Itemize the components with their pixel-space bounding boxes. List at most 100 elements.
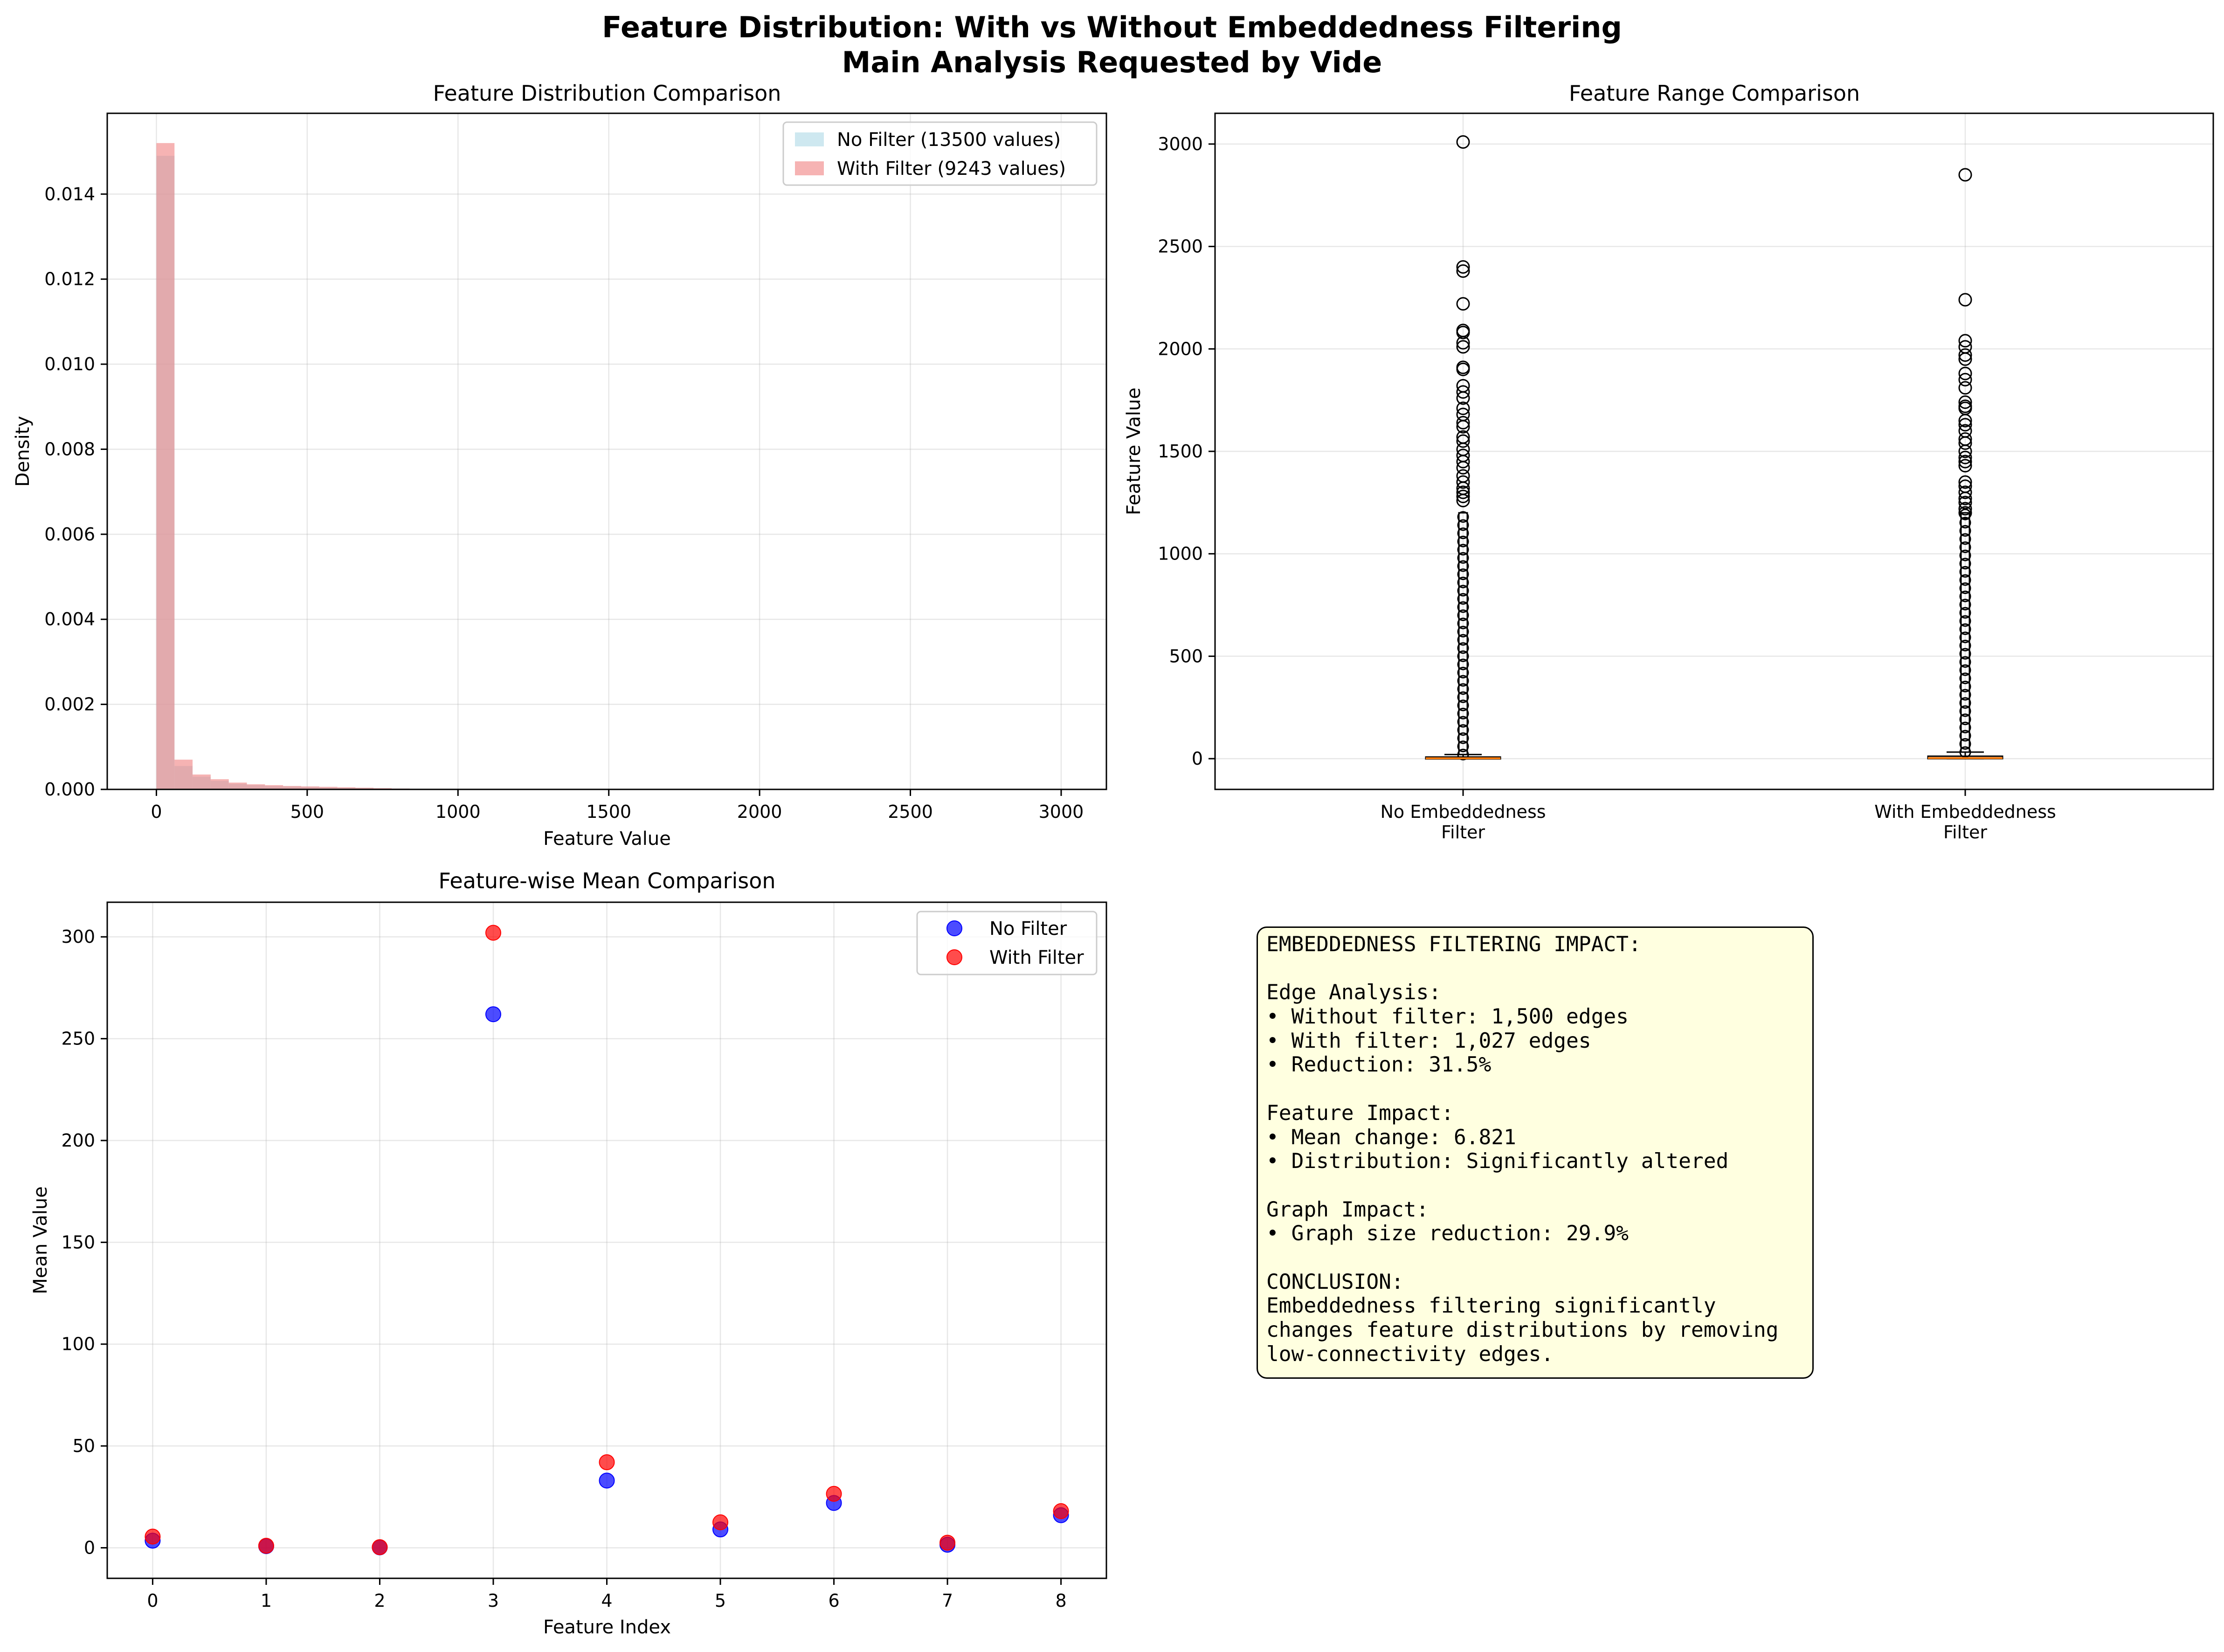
histogram-ylabel: Density xyxy=(12,416,34,487)
boxplot-outlier xyxy=(1959,599,1971,611)
boxplot-outlier xyxy=(1457,699,1469,712)
boxplot-outlier xyxy=(1457,691,1469,703)
scatter-point-with-filter xyxy=(145,1528,161,1545)
scatter-xtick-label: 7 xyxy=(942,1590,953,1611)
boxplot-outlier xyxy=(1456,297,1470,311)
boxplot-outlier xyxy=(1959,607,1971,619)
histogram-bar-with-filter xyxy=(283,786,301,789)
scatter-title: Feature-wise Mean Comparison xyxy=(438,868,775,893)
figure-suptitle-line1: Feature Distribution: With vs Without Em… xyxy=(602,10,1622,44)
boxplot-outlier xyxy=(1457,650,1469,662)
boxplot-outlier xyxy=(1456,461,1470,475)
boxplot-outlier xyxy=(1456,434,1470,448)
legend-label-with-filter: With Filter (9243 values) xyxy=(837,158,1066,180)
boxplot-outlier xyxy=(1959,730,1971,742)
scatter-point-with-filter xyxy=(1053,1503,1069,1519)
boxplot-outlier xyxy=(1959,672,1971,684)
histogram-frame xyxy=(106,112,1107,790)
scatter-xtick-label: 3 xyxy=(488,1590,499,1611)
boxplot-xtick-label: With Embeddedness xyxy=(1874,802,2056,822)
boxplot-outlier xyxy=(1457,732,1469,744)
summary-line: CONCLUSION: xyxy=(1266,1270,1404,1294)
histogram-ytick-label: 0.012 xyxy=(44,269,95,290)
summary-line xyxy=(1266,957,1804,981)
boxplot-outlier xyxy=(1958,455,1972,469)
boxplot-outlier xyxy=(1457,724,1469,736)
histogram-xlabel: Feature Value xyxy=(543,828,671,850)
legend-label-with-filter: With Filter xyxy=(989,947,1084,968)
legend-marker-with-filter xyxy=(946,949,962,965)
histogram-bars xyxy=(156,143,537,790)
boxplot-outlier xyxy=(1457,675,1469,687)
histogram-bar-with-filter xyxy=(247,784,265,789)
histogram-ytick-label: 0.014 xyxy=(44,184,95,204)
scatter-point-with-filter xyxy=(599,1454,615,1471)
scatter-ticks: 0 1 2 3 4 5 6 7 8 0 50 100 150 200 250 300 xyxy=(61,926,1066,1611)
scatter-ytick-label: 250 xyxy=(61,1029,95,1049)
boxplot-ytick-label: 0 xyxy=(1192,748,1203,769)
boxplot-ytick-label: 500 xyxy=(1169,646,1203,666)
boxplot-outlier xyxy=(1959,697,1971,709)
boxplot-outlier xyxy=(1959,525,1971,537)
boxplot-outlier xyxy=(1457,707,1469,719)
boxplot-outlier xyxy=(1457,617,1469,629)
boxplot-outlier xyxy=(1958,414,1972,428)
boxplot-outlier xyxy=(1456,264,1470,278)
scatter-points xyxy=(145,925,1069,1555)
histogram-bar-with-filter xyxy=(301,786,319,789)
boxplot-outlier xyxy=(1958,496,1972,510)
boxplot-outlier xyxy=(1959,533,1971,545)
boxplot-outlier xyxy=(1958,506,1972,520)
boxplot-outlier xyxy=(1959,541,1971,553)
scatter-xtick-label: 0 xyxy=(147,1590,158,1611)
scatter-point-with-filter xyxy=(712,1514,729,1530)
histogram-panel: Feature Distribution Comparison 0 500 1000… xyxy=(12,81,1107,850)
boxplot-outlier xyxy=(1457,593,1469,605)
boxplot-outlier xyxy=(1456,490,1470,504)
histogram-ytick-label: 0.008 xyxy=(44,439,95,459)
summary-line: • Reduction: 31.5% xyxy=(1266,1053,1492,1077)
scatter-xtick-label: 2 xyxy=(374,1590,385,1611)
boxplot-xtick-label: Filter xyxy=(1943,822,1987,843)
boxplot-ytick-label: 2000 xyxy=(1158,339,1203,359)
histogram-xtick-label: 2000 xyxy=(737,802,782,822)
legend-marker-no-filter xyxy=(946,920,962,936)
scatter-point-no-filter xyxy=(599,1472,615,1489)
scatter-ytick-label: 150 xyxy=(61,1232,95,1252)
summary-line: • Graph size reduction: 29.9% xyxy=(1266,1222,1629,1246)
histogram-bar-with-filter xyxy=(174,760,193,789)
boxplot-panel: Feature Range Comparison 0 500 1000 1500 200… xyxy=(1123,81,2214,843)
boxplot-outlier xyxy=(1959,623,1971,635)
legend-label-no-filter: No Filter (13500 values) xyxy=(837,129,1061,151)
boxplot-outlier xyxy=(1457,560,1469,572)
histogram-bar-with-filter xyxy=(156,143,175,790)
boxplot-outlier xyxy=(1457,552,1469,564)
boxplot-outlier xyxy=(1958,485,1972,499)
boxplot-outlier xyxy=(1959,574,1971,586)
boxplot-outlier xyxy=(1959,590,1971,602)
boxplot-title: Feature Range Comparison xyxy=(1569,81,1860,106)
scatter-ytick-label: 0 xyxy=(84,1537,95,1558)
boxplot-outlier xyxy=(1457,511,1469,523)
boxplot-outlier xyxy=(1456,260,1470,274)
histogram-bar-with-filter xyxy=(355,788,374,789)
histogram-ticks: 0 500 1000 1500 2000 2500 3000 0.000 0.002 0.004 0… xyxy=(44,184,1084,822)
legend-swatch-with-filter xyxy=(795,161,824,175)
histogram-bar-with-filter xyxy=(228,782,247,789)
boxplot-outlier xyxy=(1958,293,1972,307)
boxplot-outlier xyxy=(1959,558,1971,570)
histogram-legend-box xyxy=(782,121,1098,186)
boxplot-outlier xyxy=(1959,721,1971,733)
histogram-ytick-label: 0.010 xyxy=(44,354,95,374)
histogram-grid xyxy=(107,113,1106,790)
histogram-ytick-label: 0.004 xyxy=(44,609,95,629)
boxplot-outlier xyxy=(1958,373,1972,387)
scatter-point-with-filter xyxy=(826,1486,842,1502)
histogram-xtick-label: 3000 xyxy=(1039,802,1084,822)
legend-swatch-no-filter xyxy=(795,132,824,146)
scatter-xtick-label: 6 xyxy=(828,1590,839,1611)
boxplot-outlier xyxy=(1959,738,1971,750)
boxplot-outlier xyxy=(1457,626,1469,638)
boxplot-outlier xyxy=(1958,436,1972,450)
